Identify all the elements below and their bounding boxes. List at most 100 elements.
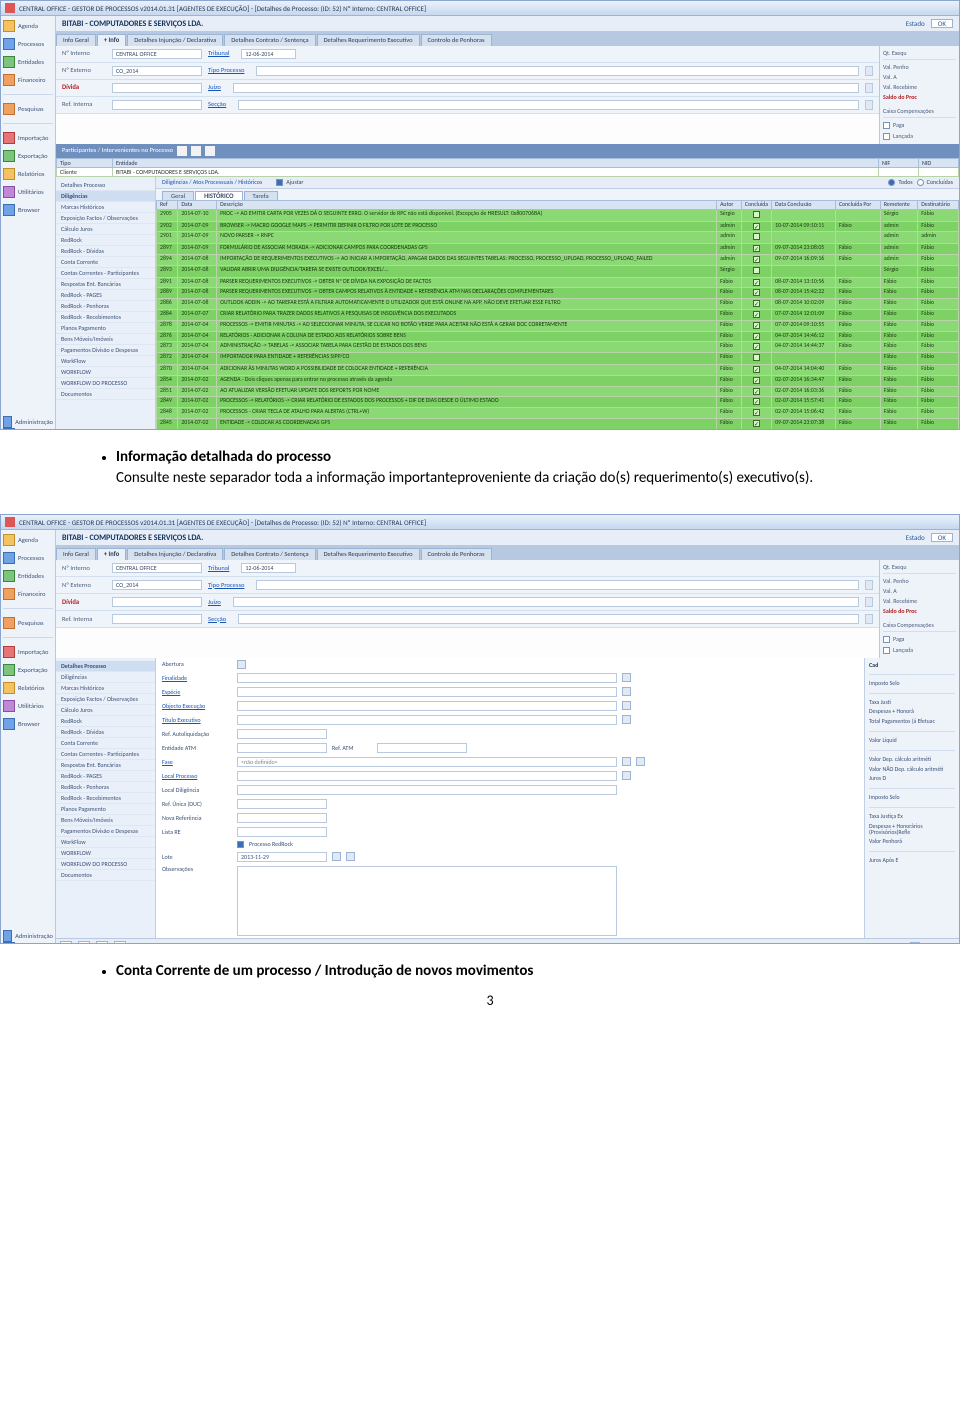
- concluida-checkbox[interactable]: [753, 409, 760, 416]
- titexec-label[interactable]: Título Executivo: [162, 717, 232, 723]
- entatm-field[interactable]: [237, 743, 327, 753]
- tribunal-link[interactable]: Tribunal: [208, 50, 229, 57]
- grid-header[interactable]: Concluída: [741, 201, 771, 210]
- grid-header[interactable]: Descrição: [217, 201, 717, 210]
- sidenav-item[interactable]: Documentos: [56, 389, 155, 400]
- table-row[interactable]: 28512014-07-02AO ATUALIZAR VERSÃO EFETUA…: [157, 386, 959, 397]
- lote-field[interactable]: 2013-11-29: [237, 852, 327, 862]
- dropdown-icon[interactable]: [622, 701, 631, 710]
- dropdown-icon[interactable]: [622, 687, 631, 696]
- sidenav-item[interactable]: Cálculo Juros: [56, 705, 155, 716]
- tipoproc-link[interactable]: Tipo Processo: [208, 67, 244, 74]
- titexec-field[interactable]: [237, 715, 617, 725]
- tab-4[interactable]: Detalhes Requerimento Executivo: [317, 548, 420, 560]
- sidenav-item[interactable]: Detalhes Processo: [56, 180, 155, 191]
- ne-value[interactable]: CO_2014: [112, 66, 202, 76]
- concluida-checkbox[interactable]: [753, 289, 760, 296]
- nav-first-icon[interactable]: ⏮: [60, 941, 72, 945]
- ni-value[interactable]: CENTRAL OFFICE: [112, 563, 202, 573]
- tab-4[interactable]: Detalhes Requerimento Executivo: [317, 34, 420, 46]
- objexec-field[interactable]: [237, 701, 617, 711]
- part-tipo[interactable]: Cliente: [57, 167, 113, 176]
- tab-3[interactable]: Detalhes Contrato / Sentença: [224, 548, 315, 560]
- sidenav-item[interactable]: RedRock - PAGES: [56, 771, 155, 782]
- sidenav-item[interactable]: Exposição Factos / Observações: [56, 213, 155, 224]
- sidebar-item-relatórios[interactable]: Relatórios: [3, 168, 53, 180]
- procredrock-checkbox[interactable]: [237, 841, 244, 848]
- table-row[interactable]: 28782014-07-04PROCESSOS -> EMITIR MINUTA…: [157, 320, 959, 331]
- concluida-checkbox[interactable]: [753, 398, 760, 405]
- juizo-link[interactable]: Juízo: [208, 599, 221, 606]
- sidenav-item[interactable]: Diligências: [56, 672, 155, 683]
- tab-1[interactable]: + Info: [97, 34, 126, 46]
- grid-header[interactable]: Data Conclusão: [772, 201, 836, 210]
- table-row[interactable]: 28732014-07-04ADMINISTRAÇÃO -> TABELAS -…: [157, 342, 959, 353]
- tab-0[interactable]: Info Geral: [56, 548, 96, 560]
- dropdown-icon[interactable]: [622, 757, 631, 766]
- listre-field[interactable]: [237, 827, 327, 837]
- paga-checkbox[interactable]: [883, 636, 890, 643]
- historico-grid[interactable]: RefDataDescriçãoAutorConcluídaData Concl…: [156, 200, 959, 430]
- sidenav-item[interactable]: Cálculo Juros: [56, 224, 155, 235]
- sidenav-item[interactable]: Marcas Históricos: [56, 202, 155, 213]
- sidenav-item[interactable]: WORKFLOW: [56, 367, 155, 378]
- table-row[interactable]: 29022014-07-09BROWSER -> MACRO GOOGLE MA…: [157, 221, 959, 232]
- sidenav-item[interactable]: RedRock: [56, 235, 155, 246]
- sidenav-item[interactable]: Contas Correntes - Participantes: [56, 749, 155, 760]
- concluida-checkbox[interactable]: [753, 388, 760, 395]
- sidebar-item-agenda[interactable]: Agenda: [3, 20, 53, 32]
- concluida-checkbox[interactable]: [753, 420, 760, 427]
- sidebar-item-utilitários[interactable]: Utilitários: [3, 186, 53, 198]
- sidenav-item[interactable]: Detalhes Processo: [56, 661, 155, 672]
- lancada-checkbox[interactable]: [883, 133, 890, 140]
- participants-tool-icon[interactable]: [191, 146, 201, 156]
- divida-value[interactable]: [112, 83, 202, 93]
- sidebar-item-entidades[interactable]: Entidades: [3, 56, 53, 68]
- dropdown-icon[interactable]: [622, 715, 631, 724]
- sidebar-item-importação[interactable]: Importação: [3, 646, 53, 658]
- sidebar-item-financeiro[interactable]: Financeiro: [3, 74, 53, 86]
- sidebar-item-pesquisas[interactable]: Pesquisas: [3, 103, 53, 115]
- sidenav-item[interactable]: WorkFlow: [56, 356, 155, 367]
- tipoproc-link[interactable]: Tipo Processo: [208, 582, 244, 589]
- obs-textarea[interactable]: [237, 866, 617, 936]
- dropdown-icon[interactable]: [865, 100, 873, 110]
- sidenav-item[interactable]: Pagamentos Divisão e Despesas: [56, 826, 155, 837]
- concluida-checkbox[interactable]: [753, 211, 760, 218]
- sidenav-item[interactable]: RedRock - Recebimentos: [56, 312, 155, 323]
- juizo-field[interactable]: [233, 83, 859, 93]
- table-row[interactable]: 28942014-07-08IMPORTAÇÃO DE REQUERIMENTO…: [157, 254, 959, 265]
- dropdown-icon[interactable]: [865, 66, 873, 76]
- sidenav-item[interactable]: Respostas Ent. Bancárias: [56, 279, 155, 290]
- objexec-label[interactable]: Objecto Execução: [162, 703, 232, 709]
- sidenav-item[interactable]: RedRock - PAGES: [56, 290, 155, 301]
- sidenav-item[interactable]: Exposição Factos / Observações: [56, 694, 155, 705]
- locproc-field[interactable]: [237, 771, 617, 781]
- sidenav-item[interactable]: Bens Móveis/Imóveis: [56, 815, 155, 826]
- tab-3[interactable]: Detalhes Contrato / Sentença: [224, 34, 315, 46]
- grid-header[interactable]: Ref: [157, 201, 178, 210]
- tab-2[interactable]: Detalhes Injunção / Declarativa: [127, 34, 223, 46]
- ne-value[interactable]: CO_2014: [112, 580, 202, 590]
- sidebar-item-utilitários[interactable]: Utilitários: [3, 700, 53, 712]
- grid-header[interactable]: Destinatário: [918, 201, 959, 210]
- abertura-picker[interactable]: [237, 660, 246, 669]
- concluida-checkbox[interactable]: [753, 233, 760, 240]
- table-row[interactable]: 28972014-07-09FORMULÁRIO DE ASSOCIAR MOR…: [157, 244, 959, 255]
- sidebar-item-entidades[interactable]: Entidades: [3, 570, 53, 582]
- sidenav-item[interactable]: RedRock - Dívidas: [56, 246, 155, 257]
- participants-tool-icon[interactable]: [205, 146, 215, 156]
- table-row[interactable]: 28492014-07-02PROCESSOS -> RELATÓRIOS ->…: [157, 397, 959, 408]
- table-row[interactable]: 28842014-07-07CRIAR RELATÓRIO PARA TRAZE…: [157, 309, 959, 320]
- sidenav-item[interactable]: Marcas Históricos: [56, 683, 155, 694]
- sidebar-item-exportação[interactable]: Exportação: [3, 150, 53, 162]
- dropdown-icon[interactable]: [865, 597, 873, 607]
- sidebar-item-browser[interactable]: Browser: [3, 718, 53, 730]
- tribunal-date[interactable]: 12-06-2014: [241, 563, 296, 573]
- nav-last-icon[interactable]: ⏭: [114, 941, 126, 945]
- table-row[interactable]: 28722014-07-04IMPORTADOR PARA ENTIDADE +…: [157, 353, 959, 365]
- sidenav-item[interactable]: RedRock - Recebimentos: [56, 793, 155, 804]
- sidenav-item[interactable]: WORKFLOW: [56, 848, 155, 859]
- table-row[interactable]: 28912014-07-08PARSER REQUERIMENTOS EXECU…: [157, 277, 959, 288]
- ajustar-checkbox[interactable]: [276, 179, 283, 186]
